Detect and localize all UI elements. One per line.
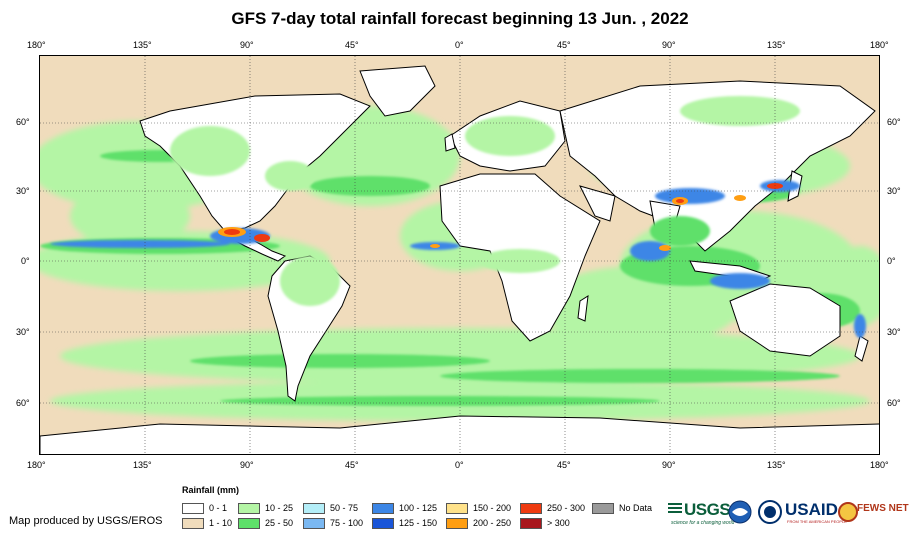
legend-item: > 300 bbox=[520, 517, 570, 529]
legend-swatch bbox=[446, 517, 468, 529]
legend-item: 150 - 200 bbox=[446, 502, 511, 514]
graticule bbox=[40, 56, 879, 454]
legend-item: 200 - 250 bbox=[446, 517, 511, 529]
lat-tick-left: 30° bbox=[16, 186, 30, 196]
land-rainfall bbox=[170, 96, 800, 306]
lon-tick-top: 180° bbox=[27, 40, 46, 50]
madagascar bbox=[577, 295, 589, 322]
greenland bbox=[359, 65, 436, 117]
rainfall-map-canvas bbox=[40, 56, 879, 454]
legend-swatch bbox=[238, 517, 260, 529]
legend-swatch bbox=[520, 502, 542, 514]
british-isles bbox=[444, 133, 456, 152]
legend-title: Rainfall (mm) bbox=[182, 485, 240, 495]
asia bbox=[559, 80, 876, 252]
rainfall-map[interactable] bbox=[39, 55, 880, 455]
legend-item: 50 - 75 bbox=[303, 502, 358, 514]
fews-net-logo[interactable]: FEWS NET bbox=[857, 503, 909, 514]
lat-tick-right: 30° bbox=[887, 327, 901, 337]
lat-tick-left: 30° bbox=[16, 327, 30, 337]
lon-tick-top: 90° bbox=[662, 40, 676, 50]
map-title: GFS 7-day total rainfall forecast beginn… bbox=[231, 9, 689, 28]
lon-tick-top: 45° bbox=[345, 40, 359, 50]
legend-item: 100 - 125 bbox=[372, 502, 437, 514]
usgs-logo[interactable]: USGS bbox=[668, 500, 731, 520]
fews-net-icon bbox=[838, 502, 858, 522]
legend-swatch bbox=[303, 502, 325, 514]
lat-tick-right: 30° bbox=[887, 186, 901, 196]
legend-swatch bbox=[238, 502, 260, 514]
map-credit: Map produced by USGS/EROS bbox=[9, 515, 163, 527]
legend-swatch bbox=[520, 517, 542, 529]
usgs-wave-icon bbox=[668, 503, 682, 515]
lon-tick-top: 135° bbox=[133, 40, 152, 50]
legend-swatch bbox=[182, 502, 204, 514]
legend-item: 25 - 50 bbox=[238, 517, 293, 529]
lon-tick-bottom: 135° bbox=[767, 460, 786, 470]
lat-tick-left: 60° bbox=[16, 398, 30, 408]
legend-label: 125 - 150 bbox=[399, 518, 438, 528]
legend-swatch bbox=[372, 502, 394, 514]
lat-tick-left: 60° bbox=[16, 117, 30, 127]
usaid-tagline: FROM THE AMERICAN PEOPLE bbox=[787, 519, 847, 524]
legend-swatch bbox=[446, 502, 468, 514]
legend-label: 100 - 125 bbox=[399, 503, 438, 513]
legend-swatch bbox=[303, 517, 325, 529]
legend-label: 75 - 100 bbox=[330, 518, 364, 528]
noaa-logo-icon[interactable] bbox=[728, 500, 752, 524]
lat-tick-right: 0° bbox=[887, 256, 896, 266]
legend-label: No Data bbox=[619, 503, 653, 513]
legend-item: 1 - 10 bbox=[182, 517, 232, 529]
lon-tick-bottom: 45° bbox=[557, 460, 571, 470]
new-zealand bbox=[854, 335, 869, 362]
lon-tick-bottom: 45° bbox=[345, 460, 359, 470]
legend-label: 50 - 75 bbox=[330, 503, 359, 513]
legend-swatch bbox=[372, 517, 394, 529]
usgs-tagline: science for a changing world bbox=[671, 520, 735, 526]
legend-label: 250 - 300 bbox=[547, 503, 586, 513]
lon-tick-bottom: 90° bbox=[240, 460, 254, 470]
legend-item: No Data bbox=[592, 502, 652, 514]
legend-label: 1 - 10 bbox=[209, 518, 233, 528]
lat-tick-right: 60° bbox=[887, 398, 901, 408]
legend-item: 10 - 25 bbox=[238, 502, 293, 514]
lat-tick-left: 0° bbox=[21, 256, 30, 266]
legend-label: 10 - 25 bbox=[265, 503, 294, 513]
lon-tick-top: 45° bbox=[557, 40, 571, 50]
lon-tick-top: 0° bbox=[455, 40, 464, 50]
legend-label: 150 - 200 bbox=[473, 503, 512, 513]
legend-label: > 300 bbox=[547, 518, 570, 528]
usaid-logo[interactable]: USAID bbox=[785, 500, 838, 519]
legend-item: 0 - 1 bbox=[182, 502, 227, 514]
extreme-rain-cores bbox=[218, 183, 783, 251]
lon-tick-bottom: 135° bbox=[133, 460, 152, 470]
legend-label: 25 - 50 bbox=[265, 518, 294, 528]
lon-tick-bottom: 90° bbox=[662, 460, 676, 470]
legend-swatch bbox=[182, 517, 204, 529]
usaid-seal-icon[interactable] bbox=[758, 500, 782, 524]
legend-item: 250 - 300 bbox=[520, 502, 585, 514]
lon-tick-top: 180° bbox=[870, 40, 889, 50]
legend-item: 125 - 150 bbox=[372, 517, 437, 529]
lon-tick-bottom: 180° bbox=[27, 460, 46, 470]
legend-label: 200 - 250 bbox=[473, 518, 512, 528]
lon-tick-bottom: 180° bbox=[870, 460, 889, 470]
australia bbox=[729, 283, 841, 357]
lon-tick-top: 135° bbox=[767, 40, 786, 50]
lon-tick-bottom: 0° bbox=[455, 460, 464, 470]
lat-tick-right: 60° bbox=[887, 117, 901, 127]
usgs-logo-text: USGS bbox=[684, 500, 731, 519]
legend-label: 0 - 1 bbox=[209, 503, 228, 513]
legend-swatch bbox=[592, 502, 614, 514]
lon-tick-top: 90° bbox=[240, 40, 254, 50]
legend-item: 75 - 100 bbox=[303, 517, 363, 529]
